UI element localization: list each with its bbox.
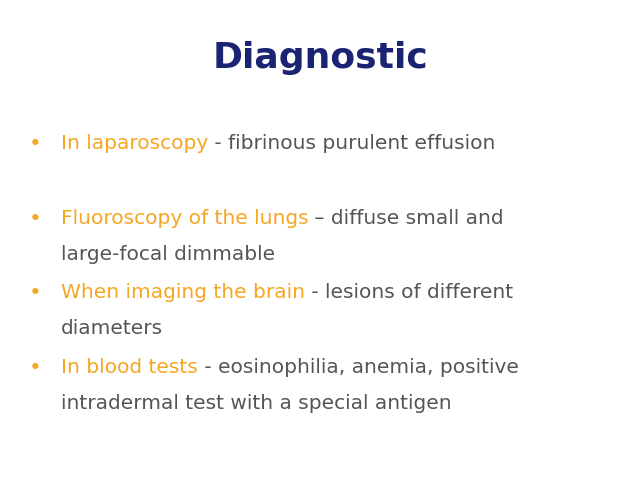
Text: •: •: [29, 283, 42, 303]
Text: In laparoscopy: In laparoscopy: [61, 134, 208, 154]
Text: •: •: [29, 358, 42, 378]
Text: - lesions of different: - lesions of different: [305, 283, 513, 302]
Text: - eosinophilia, anemia, positive: - eosinophilia, anemia, positive: [198, 358, 518, 377]
Text: large-focal dimmable: large-focal dimmable: [61, 245, 275, 264]
Text: When imaging the brain: When imaging the brain: [61, 283, 305, 302]
Text: •: •: [29, 134, 42, 155]
Text: •: •: [29, 209, 42, 229]
Text: – diffuse small and: – diffuse small and: [308, 209, 504, 228]
Text: Fluoroscopy of the lungs: Fluoroscopy of the lungs: [61, 209, 308, 228]
Text: Diagnostic: Diagnostic: [212, 41, 428, 74]
Text: diameters: diameters: [61, 319, 163, 338]
Text: intradermal test with a special antigen: intradermal test with a special antigen: [61, 394, 451, 413]
Text: - fibrinous purulent effusion: - fibrinous purulent effusion: [208, 134, 495, 154]
Text: In blood tests: In blood tests: [61, 358, 198, 377]
